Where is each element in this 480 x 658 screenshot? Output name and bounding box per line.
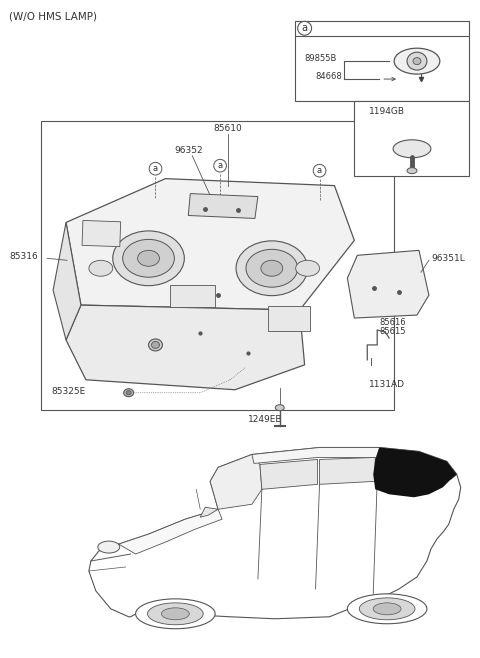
Ellipse shape [413,58,421,64]
Ellipse shape [148,339,162,351]
Text: 85610: 85610 [214,124,242,133]
Ellipse shape [147,603,203,624]
Text: 85325E: 85325E [51,388,85,396]
Text: 85615: 85615 [379,327,406,336]
Polygon shape [252,447,419,463]
Text: a: a [153,164,158,173]
Polygon shape [89,447,461,619]
Ellipse shape [236,241,308,295]
Ellipse shape [394,48,440,74]
Ellipse shape [276,405,284,411]
Polygon shape [377,457,415,482]
Ellipse shape [124,389,133,397]
Bar [82,220,120,247]
Polygon shape [260,459,318,490]
Ellipse shape [246,249,298,287]
Polygon shape [348,250,429,318]
Text: a: a [317,166,322,175]
Text: (W/O HMS LAMP): (W/O HMS LAMP) [9,11,97,21]
Ellipse shape [261,261,283,276]
Text: 1131AD: 1131AD [369,380,405,389]
Ellipse shape [89,261,113,276]
Bar [41,121,394,410]
Ellipse shape [407,52,427,70]
Ellipse shape [113,231,184,286]
Ellipse shape [161,608,189,620]
Polygon shape [188,193,258,218]
Ellipse shape [152,342,159,349]
Ellipse shape [407,168,417,174]
Ellipse shape [296,261,320,276]
Polygon shape [66,305,305,390]
Polygon shape [320,457,375,484]
Text: 89855B: 89855B [305,54,337,63]
Ellipse shape [393,139,431,158]
Polygon shape [53,222,81,340]
Text: 96351L: 96351L [431,254,465,263]
Ellipse shape [373,603,401,615]
Text: 85316: 85316 [9,252,38,261]
Polygon shape [373,447,457,497]
Bar [170,285,215,307]
Text: 1249EB: 1249EB [248,415,282,424]
Ellipse shape [126,391,131,395]
Polygon shape [419,451,457,480]
Ellipse shape [98,541,120,553]
Text: a: a [301,23,308,34]
Text: 84668: 84668 [315,72,342,80]
Bar [354,101,468,176]
Text: a: a [217,161,223,170]
Text: 96352: 96352 [174,146,203,155]
Ellipse shape [136,599,215,629]
Text: 85616: 85616 [379,318,406,327]
Polygon shape [210,455,262,509]
Ellipse shape [123,240,174,277]
Ellipse shape [360,598,415,620]
Text: 1194GB: 1194GB [369,107,405,116]
Bar [268,306,310,331]
Ellipse shape [348,594,427,624]
Polygon shape [66,178,354,310]
Polygon shape [200,507,218,517]
Ellipse shape [138,250,159,266]
Polygon shape [119,509,222,554]
Bar [295,21,468,101]
